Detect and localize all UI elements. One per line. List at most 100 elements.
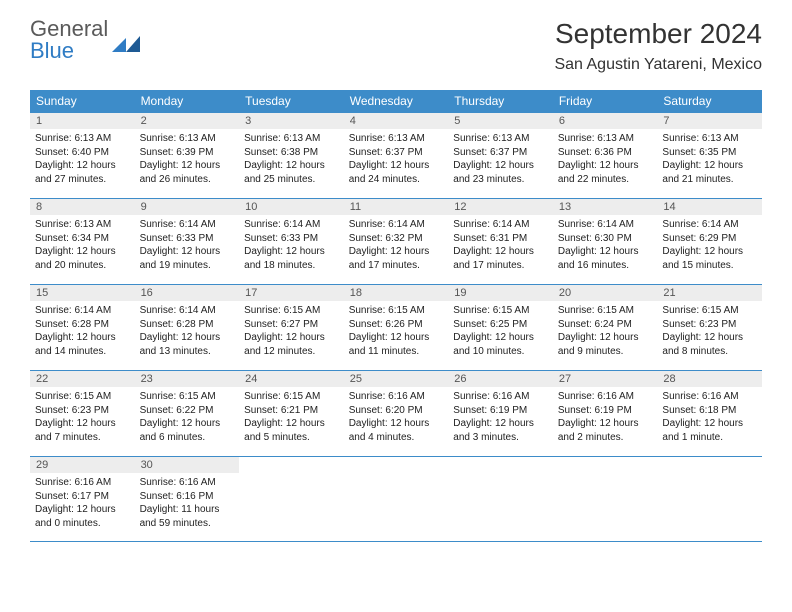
calendar-cell: 22Sunrise: 6:15 AMSunset: 6:23 PMDayligh…: [30, 370, 135, 456]
day-number: 19: [448, 285, 553, 301]
day-detail-line: Daylight: 12 hours: [558, 159, 653, 173]
day-detail-line: and 24 minutes.: [349, 173, 444, 187]
day-detail-line: Daylight: 12 hours: [558, 417, 653, 431]
day-number: 1: [30, 113, 135, 129]
day-number: 8: [30, 199, 135, 215]
day-detail-line: Sunset: 6:19 PM: [558, 404, 653, 418]
day-detail-line: and 4 minutes.: [349, 431, 444, 445]
weekday-header: Saturday: [657, 90, 762, 112]
day-detail-line: and 7 minutes.: [35, 431, 130, 445]
day-detail-line: Daylight: 12 hours: [244, 245, 339, 259]
day-details: Sunrise: 6:15 AMSunset: 6:23 PMDaylight:…: [657, 301, 762, 364]
day-detail-line: Sunset: 6:40 PM: [35, 146, 130, 160]
day-detail-line: Sunrise: 6:16 AM: [140, 476, 235, 490]
day-detail-line: and 10 minutes.: [453, 345, 548, 359]
day-details: Sunrise: 6:15 AMSunset: 6:25 PMDaylight:…: [448, 301, 553, 364]
day-detail-line: Sunrise: 6:16 AM: [349, 390, 444, 404]
day-detail-line: Sunrise: 6:15 AM: [558, 304, 653, 318]
day-detail-line: Sunset: 6:35 PM: [662, 146, 757, 160]
day-detail-line: Sunset: 6:29 PM: [662, 232, 757, 246]
weekday-header: Friday: [553, 90, 658, 112]
day-detail-line: and 16 minutes.: [558, 259, 653, 273]
day-details: Sunrise: 6:14 AMSunset: 6:32 PMDaylight:…: [344, 215, 449, 278]
day-details: Sunrise: 6:16 AMSunset: 6:19 PMDaylight:…: [553, 387, 658, 450]
calendar-cell: 7Sunrise: 6:13 AMSunset: 6:35 PMDaylight…: [657, 112, 762, 198]
day-detail-line: Sunset: 6:20 PM: [349, 404, 444, 418]
day-detail-line: Sunrise: 6:14 AM: [140, 304, 235, 318]
day-detail-line: Sunset: 6:39 PM: [140, 146, 235, 160]
day-details: Sunrise: 6:15 AMSunset: 6:24 PMDaylight:…: [553, 301, 658, 364]
day-detail-line: Sunset: 6:33 PM: [244, 232, 339, 246]
day-number: 5: [448, 113, 553, 129]
calendar-cell: 30Sunrise: 6:16 AMSunset: 6:16 PMDayligh…: [135, 456, 240, 542]
brand-logo: General Blue: [30, 18, 140, 62]
day-detail-line: and 6 minutes.: [140, 431, 235, 445]
day-number: 30: [135, 457, 240, 473]
day-number: 23: [135, 371, 240, 387]
day-number: 13: [553, 199, 658, 215]
title-block: September 2024 San Agustin Yatareni, Mex…: [554, 18, 762, 74]
day-detail-line: Daylight: 12 hours: [662, 417, 757, 431]
calendar-cell: 17Sunrise: 6:15 AMSunset: 6:27 PMDayligh…: [239, 284, 344, 370]
day-number: 10: [239, 199, 344, 215]
day-number: 28: [657, 371, 762, 387]
day-detail-line: Sunset: 6:19 PM: [453, 404, 548, 418]
day-detail-line: and 25 minutes.: [244, 173, 339, 187]
day-number: 27: [553, 371, 658, 387]
calendar-cell: 8Sunrise: 6:13 AMSunset: 6:34 PMDaylight…: [30, 198, 135, 284]
day-number: 3: [239, 113, 344, 129]
calendar-cell: 28Sunrise: 6:16 AMSunset: 6:18 PMDayligh…: [657, 370, 762, 456]
day-details: Sunrise: 6:13 AMSunset: 6:39 PMDaylight:…: [135, 129, 240, 192]
weekday-header: Thursday: [448, 90, 553, 112]
weekday-header: Tuesday: [239, 90, 344, 112]
day-detail-line: Daylight: 12 hours: [453, 245, 548, 259]
day-details: Sunrise: 6:14 AMSunset: 6:33 PMDaylight:…: [239, 215, 344, 278]
day-detail-line: and 59 minutes.: [140, 517, 235, 531]
calendar-cell: 23Sunrise: 6:15 AMSunset: 6:22 PMDayligh…: [135, 370, 240, 456]
day-detail-line: and 14 minutes.: [35, 345, 130, 359]
day-number: 14: [657, 199, 762, 215]
day-details: Sunrise: 6:14 AMSunset: 6:30 PMDaylight:…: [553, 215, 658, 278]
day-detail-line: Sunset: 6:18 PM: [662, 404, 757, 418]
day-detail-line: Daylight: 12 hours: [244, 331, 339, 345]
day-detail-line: Sunrise: 6:14 AM: [558, 218, 653, 232]
day-detail-line: Daylight: 12 hours: [558, 331, 653, 345]
day-details: Sunrise: 6:14 AMSunset: 6:33 PMDaylight:…: [135, 215, 240, 278]
day-details: Sunrise: 6:16 AMSunset: 6:19 PMDaylight:…: [448, 387, 553, 450]
brand-text: General Blue: [30, 18, 108, 62]
day-detail-line: Sunrise: 6:14 AM: [140, 218, 235, 232]
day-detail-line: Daylight: 12 hours: [244, 417, 339, 431]
day-detail-line: and 17 minutes.: [349, 259, 444, 273]
day-details: Sunrise: 6:16 AMSunset: 6:20 PMDaylight:…: [344, 387, 449, 450]
day-detail-line: Daylight: 12 hours: [140, 245, 235, 259]
day-number: 22: [30, 371, 135, 387]
day-details: Sunrise: 6:15 AMSunset: 6:21 PMDaylight:…: [239, 387, 344, 450]
day-number: 21: [657, 285, 762, 301]
calendar-cell: [344, 456, 449, 542]
calendar-header-row: SundayMondayTuesdayWednesdayThursdayFrid…: [30, 90, 762, 112]
day-number: 24: [239, 371, 344, 387]
day-detail-line: Sunrise: 6:14 AM: [244, 218, 339, 232]
day-detail-line: Daylight: 12 hours: [35, 245, 130, 259]
calendar-cell: [553, 456, 658, 542]
day-detail-line: and 20 minutes.: [35, 259, 130, 273]
day-detail-line: Daylight: 12 hours: [453, 331, 548, 345]
day-detail-line: Sunset: 6:32 PM: [349, 232, 444, 246]
day-details: Sunrise: 6:16 AMSunset: 6:16 PMDaylight:…: [135, 473, 240, 536]
day-detail-line: and 27 minutes.: [35, 173, 130, 187]
day-detail-line: and 9 minutes.: [558, 345, 653, 359]
day-detail-line: Sunrise: 6:14 AM: [453, 218, 548, 232]
day-detail-line: Sunrise: 6:13 AM: [662, 132, 757, 146]
day-detail-line: Sunset: 6:36 PM: [558, 146, 653, 160]
brand-line2: Blue: [30, 40, 108, 62]
day-detail-line: Sunrise: 6:15 AM: [140, 390, 235, 404]
calendar-cell: 25Sunrise: 6:16 AMSunset: 6:20 PMDayligh…: [344, 370, 449, 456]
calendar-cell: [448, 456, 553, 542]
calendar-cell: 5Sunrise: 6:13 AMSunset: 6:37 PMDaylight…: [448, 112, 553, 198]
calendar-cell: 26Sunrise: 6:16 AMSunset: 6:19 PMDayligh…: [448, 370, 553, 456]
day-detail-line: Daylight: 12 hours: [662, 245, 757, 259]
day-number: 15: [30, 285, 135, 301]
day-detail-line: Sunset: 6:24 PM: [558, 318, 653, 332]
day-detail-line: Sunset: 6:33 PM: [140, 232, 235, 246]
day-detail-line: Sunset: 6:22 PM: [140, 404, 235, 418]
